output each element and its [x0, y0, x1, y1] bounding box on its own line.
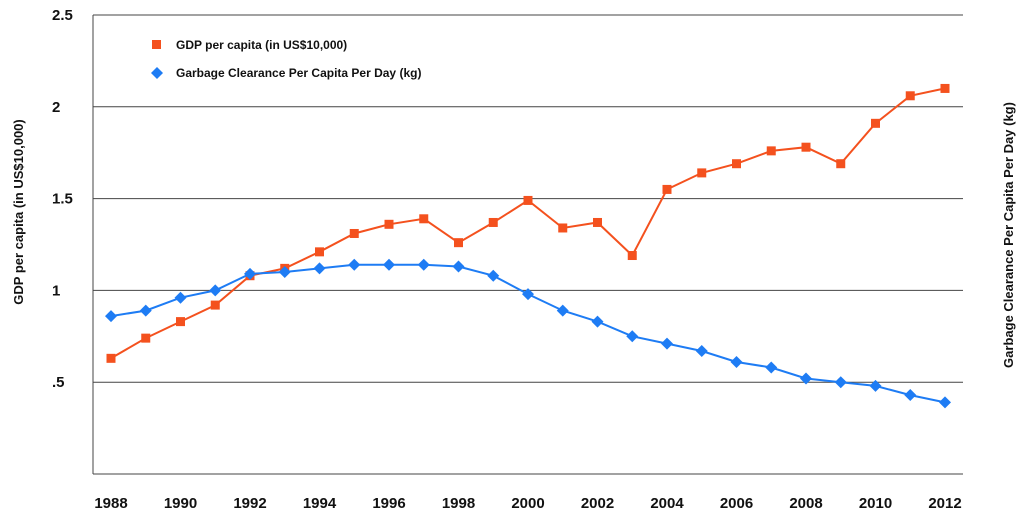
data-point — [905, 91, 915, 101]
data-point — [452, 260, 465, 273]
data-point — [419, 214, 429, 224]
data-point — [627, 251, 637, 261]
data-point — [174, 291, 187, 304]
data-point — [454, 238, 463, 248]
data-point — [661, 337, 673, 350]
data-point — [106, 353, 116, 363]
data-point — [523, 195, 533, 205]
x-tick-label: 2002 — [581, 495, 614, 512]
data-point — [278, 266, 291, 279]
x-tick-label: 1994 — [303, 495, 337, 512]
legend: GDP per capita (in US$10,000) Garbage Cl… — [151, 38, 421, 80]
data-point — [384, 219, 394, 229]
y-axis-title-right: Garbage Clearance Per Capita Per Day (kg… — [1001, 102, 1016, 368]
y-axis-title-left: GDP per capita (in US$10,000) — [11, 119, 26, 304]
y-tick-label: 2.5 — [52, 7, 73, 24]
x-tick-label: 2008 — [789, 495, 822, 512]
y-tick-labels: .5 1 1.5 2 2.5 — [52, 7, 73, 391]
data-point — [313, 262, 326, 275]
data-point — [904, 389, 917, 402]
x-tick-label: 2000 — [511, 495, 544, 512]
data-point — [939, 396, 951, 409]
data-point — [626, 330, 639, 343]
series-0 — [106, 83, 950, 363]
series — [105, 83, 951, 409]
data-point — [488, 217, 498, 227]
x-tick-label: 1996 — [372, 495, 405, 512]
data-point — [210, 300, 220, 310]
data-point — [730, 356, 743, 369]
data-point — [940, 83, 950, 93]
data-point — [105, 310, 117, 323]
data-point — [871, 118, 880, 128]
data-point — [417, 258, 430, 271]
data-point — [487, 269, 500, 282]
axes — [92, 15, 963, 475]
data-point — [732, 159, 741, 169]
x-tick-label: 2004 — [650, 495, 684, 512]
x-tick-label: 1990 — [164, 495, 197, 512]
x-tick-label: 2012 — [928, 495, 961, 512]
data-point — [141, 333, 151, 343]
x-tick-label: 1988 — [94, 495, 127, 512]
data-point — [697, 168, 707, 178]
legend-label-gdp: GDP per capita (in US$10,000) — [176, 38, 347, 52]
series-line — [110, 87, 946, 360]
y-tick-label: .5 — [52, 374, 65, 391]
data-point — [209, 284, 222, 297]
data-point — [765, 361, 778, 374]
data-point — [383, 258, 395, 271]
data-point — [836, 159, 846, 169]
series-1 — [105, 258, 951, 409]
legend-marker-gdp — [152, 40, 161, 49]
data-point — [558, 223, 568, 233]
data-point — [139, 304, 152, 317]
y-tick-label: 1.5 — [52, 191, 73, 208]
x-tick-label: 2010 — [859, 495, 892, 512]
data-point — [522, 288, 534, 301]
data-point — [869, 379, 882, 392]
data-point — [348, 258, 361, 271]
data-point — [244, 267, 256, 280]
y-tick-label: 1 — [52, 282, 60, 299]
data-point — [695, 344, 708, 357]
data-point — [315, 247, 324, 257]
y-tick-label: 2 — [52, 99, 60, 116]
data-point — [349, 228, 359, 238]
x-tick-label: 1992 — [233, 495, 266, 512]
x-tick-label: 1998 — [442, 495, 475, 512]
data-point — [800, 372, 812, 385]
data-point — [766, 146, 776, 156]
legend-marker-garbage — [151, 67, 163, 79]
data-point — [662, 184, 672, 194]
data-point — [801, 142, 811, 152]
data-point — [593, 217, 602, 227]
legend-label-garbage: Garbage Clearance Per Capita Per Day (kg… — [176, 66, 421, 80]
data-point — [556, 304, 569, 317]
data-point — [834, 376, 847, 389]
x-tick-label: 2006 — [720, 495, 753, 512]
x-tick-labels: 1988 1990 1992 1994 1996 1998 2000 2002 2004 2006… — [94, 495, 961, 512]
data-point — [176, 317, 185, 327]
data-point — [591, 315, 604, 328]
